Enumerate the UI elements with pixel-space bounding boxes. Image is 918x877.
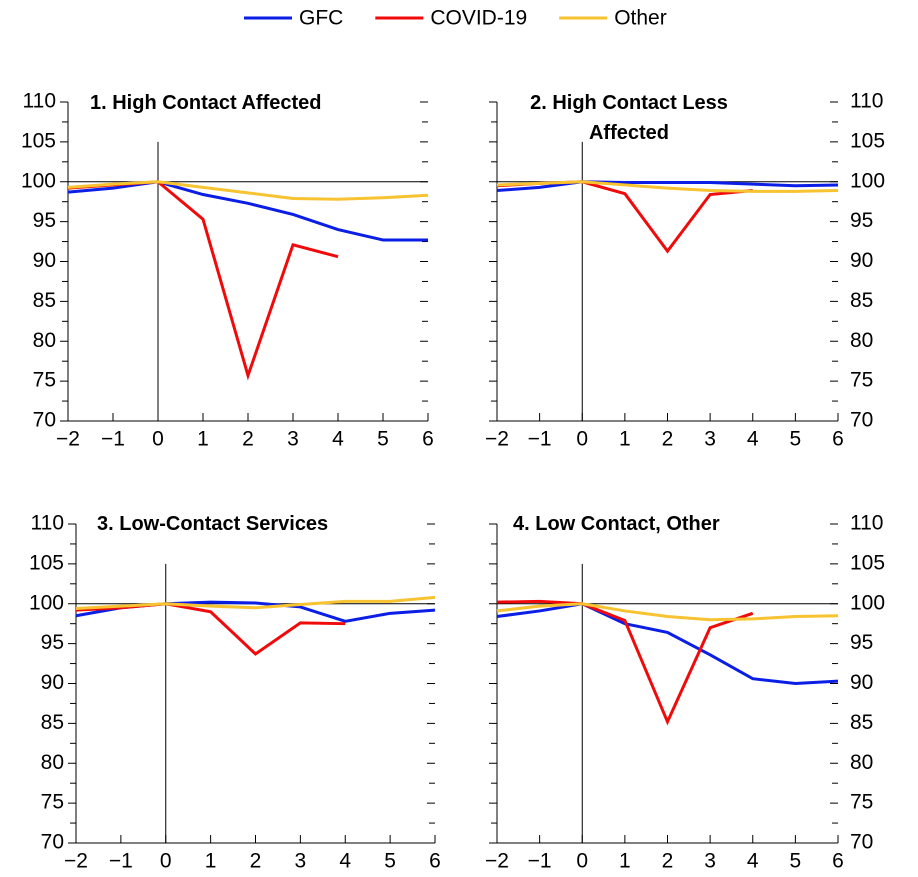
x-tick-label: 4 xyxy=(747,428,759,451)
y-tick-label: 105 xyxy=(850,551,885,574)
x-tick-label: 0 xyxy=(576,850,588,873)
x-tick-label: 4 xyxy=(747,850,759,873)
series-line xyxy=(496,599,754,726)
y-tick-label: 110 xyxy=(850,512,883,535)
legend-label: GFC xyxy=(299,7,343,30)
y-tick-label: 85 xyxy=(850,289,873,312)
panel-title: 1. High Contact Affected xyxy=(90,92,322,114)
y-tick-label: 90 xyxy=(850,671,873,694)
y-tick-label: 70 xyxy=(41,831,64,854)
x-tick-label: −1 xyxy=(528,428,552,451)
y-tick-label: 80 xyxy=(850,751,873,774)
y-tick-label: 80 xyxy=(41,751,64,774)
y-tick-label: 105 xyxy=(850,129,885,152)
y-tick-label: 75 xyxy=(850,791,873,814)
y-tick-label: 85 xyxy=(41,711,64,734)
x-tick-label: −2 xyxy=(64,850,88,873)
x-tick-label: −1 xyxy=(109,850,133,873)
series-line xyxy=(75,602,346,656)
x-tick-label: 3 xyxy=(287,428,299,451)
x-tick-label: 0 xyxy=(576,428,588,451)
series-line xyxy=(496,180,839,193)
x-tick-label: 5 xyxy=(377,428,389,451)
x-tick-label: 2 xyxy=(250,850,262,873)
series-line xyxy=(496,602,839,686)
x-tick-label: 6 xyxy=(832,428,844,451)
series-line xyxy=(67,180,428,242)
x-tick-label: 0 xyxy=(152,428,164,451)
legend-label: COVID-19 xyxy=(430,7,527,30)
x-tick-label: 5 xyxy=(790,850,802,873)
y-tick-label: 70 xyxy=(850,409,873,432)
panel-title: 3. Low-Contact Services xyxy=(97,513,329,535)
x-tick-label: −2 xyxy=(485,850,509,873)
x-tick-label: −1 xyxy=(101,428,125,451)
y-tick-label: 75 xyxy=(33,369,56,392)
panel-title: 2. High Contact Less Affected xyxy=(530,92,728,144)
y-tick-label: 90 xyxy=(850,249,873,272)
x-tick-label: 5 xyxy=(790,428,802,451)
panel-title: 4. Low Contact, Other xyxy=(513,513,720,535)
y-tick-label: 90 xyxy=(41,671,64,694)
x-tick-label: 2 xyxy=(662,850,674,873)
y-tick-label: 110 xyxy=(31,512,64,535)
series-line xyxy=(496,180,839,193)
y-tick-label: 70 xyxy=(850,831,873,854)
y-tick-label: 80 xyxy=(850,329,873,352)
y-tick-label: 110 xyxy=(850,90,883,113)
x-tick-label: 2 xyxy=(662,428,674,451)
series-line xyxy=(496,602,839,622)
y-tick-label: 100 xyxy=(850,591,885,614)
y-tick-label: 100 xyxy=(29,591,64,614)
y-tick-label: 95 xyxy=(33,209,56,232)
x-tick-label: 3 xyxy=(295,850,307,873)
y-tick-label: 75 xyxy=(850,369,873,392)
y-tick-label: 100 xyxy=(21,169,56,192)
y-tick-label: 90 xyxy=(33,249,56,272)
series-line xyxy=(75,595,436,611)
y-tick-label: 80 xyxy=(33,329,56,352)
x-tick-label: 3 xyxy=(704,850,716,873)
x-tick-label: 1 xyxy=(619,428,631,451)
y-tick-label: 85 xyxy=(850,711,873,734)
y-tick-label: 105 xyxy=(29,551,64,574)
x-tick-label: −2 xyxy=(485,428,509,451)
x-tick-label: −1 xyxy=(528,850,552,873)
y-tick-label: 85 xyxy=(33,289,56,312)
x-tick-label: 1 xyxy=(619,850,631,873)
series-line xyxy=(67,180,339,381)
x-tick-label: 6 xyxy=(422,428,434,451)
y-tick-label: 75 xyxy=(41,791,64,814)
x-tick-label: 6 xyxy=(429,850,441,873)
series-line xyxy=(67,180,429,201)
series-line xyxy=(496,180,753,254)
x-tick-label: 2 xyxy=(242,428,254,451)
y-tick-label: 95 xyxy=(850,631,873,654)
x-tick-label: 6 xyxy=(832,850,844,873)
legend-label: Other xyxy=(614,7,667,30)
x-tick-label: 4 xyxy=(332,428,344,451)
x-tick-label: −2 xyxy=(56,428,80,451)
x-tick-label: 5 xyxy=(384,850,396,873)
x-tick-label: 1 xyxy=(205,850,217,873)
x-tick-label: 1 xyxy=(197,428,209,451)
x-tick-label: 3 xyxy=(704,428,716,451)
y-tick-label: 105 xyxy=(21,129,56,152)
x-tick-label: 4 xyxy=(339,850,351,873)
y-tick-label: 95 xyxy=(41,631,64,654)
y-tick-label: 100 xyxy=(850,169,885,192)
y-tick-label: 95 xyxy=(850,209,873,232)
x-tick-label: 0 xyxy=(160,850,172,873)
y-tick-label: 70 xyxy=(33,409,56,432)
y-tick-label: 110 xyxy=(23,90,56,113)
